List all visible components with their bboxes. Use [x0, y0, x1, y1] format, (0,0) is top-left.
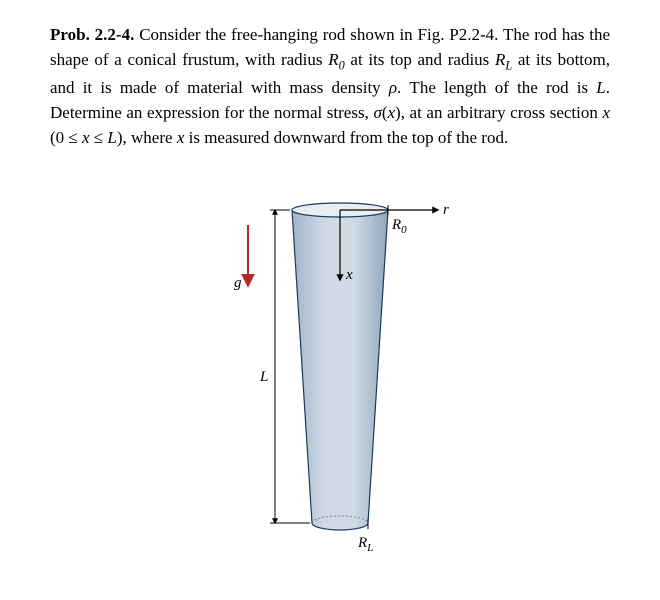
- figure-svg: r R0 x g L RL: [190, 185, 470, 555]
- r0-symbol: R: [328, 50, 338, 69]
- L-label: L: [259, 369, 268, 385]
- sigma-symbol: σ: [373, 103, 381, 122]
- x-label: x: [345, 267, 353, 283]
- r-label: r: [443, 202, 449, 218]
- L2-symbol: L: [107, 128, 116, 147]
- rho-symbol: ρ: [389, 78, 397, 97]
- x2-symbol: x: [602, 103, 610, 122]
- text-p7: ), at an arbitrary cross section: [395, 103, 602, 122]
- problem-text: Prob. 2.2-4. Consider the free-hanging r…: [50, 22, 610, 150]
- figure-container: r R0 x g L RL: [50, 185, 610, 555]
- text-p9: ≤: [90, 128, 108, 147]
- x3-symbol: x: [82, 128, 90, 147]
- problem-label: Prob. 2.2-4.: [50, 25, 134, 44]
- text-p4: . The length of the rod is: [397, 78, 596, 97]
- rl-label: RL: [357, 535, 373, 554]
- text-p8: (0 ≤: [50, 128, 82, 147]
- text-p10: ), where: [117, 128, 177, 147]
- text-p11: is measured downward from the top of the…: [184, 128, 508, 147]
- text-p2: at its top and radius: [345, 50, 495, 69]
- g-label: g: [234, 275, 242, 291]
- x1-symbol: x: [388, 103, 396, 122]
- L-symbol: L: [596, 78, 605, 97]
- r0-label: R0: [391, 217, 407, 236]
- figure: r R0 x g L RL: [190, 185, 470, 555]
- rl-symbol: R: [495, 50, 505, 69]
